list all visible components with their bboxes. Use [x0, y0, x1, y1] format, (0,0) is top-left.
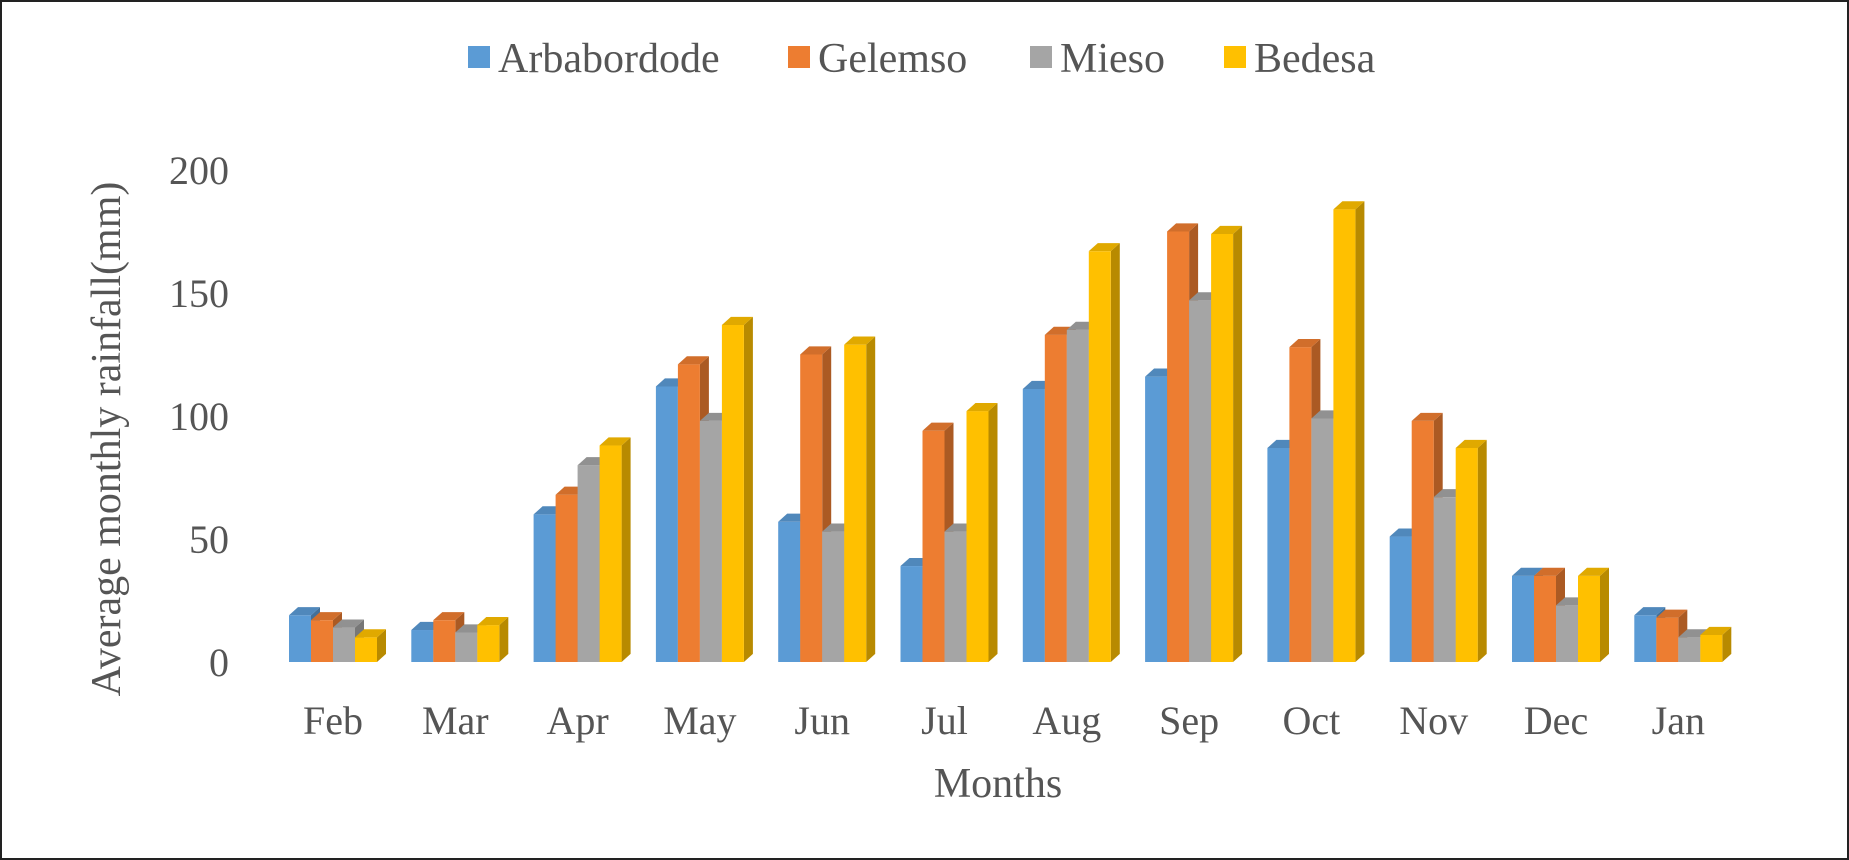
y-axis-title: Average monthly rainfall(mm) [84, 182, 130, 697]
legend-swatch [468, 46, 490, 68]
x-tick-label-dec: Dec [1524, 698, 1588, 743]
x-axis-title: Months [934, 761, 1062, 807]
x-tick-label-nov: Nov [1399, 698, 1468, 743]
legend-swatch [1224, 46, 1246, 68]
legend-label: Gelemso [818, 36, 967, 82]
legend-label: Mieso [1060, 36, 1165, 82]
bar-gelemso-jan [1656, 609, 1688, 662]
bar-bedesa-nov [1455, 439, 1487, 662]
x-tick-label-mar: Mar [422, 698, 489, 743]
x-tick-label-apr: Apr [546, 698, 608, 743]
legend-label: Arbabordode [498, 36, 720, 82]
bar-group-jun [778, 336, 876, 662]
legend-swatch [1030, 46, 1052, 68]
x-tick-label-jul: Jul [921, 698, 968, 743]
bar-bedesa-feb [355, 629, 386, 662]
y-tick-label: 150 [169, 271, 229, 316]
x-tick-label-may: May [663, 698, 736, 743]
legend-swatch [788, 46, 810, 68]
bar-group-aug [1022, 243, 1120, 662]
legend-item-gelemso: Gelemso [788, 36, 967, 82]
bar-bedesa-may [721, 316, 753, 662]
legend: Arbabordode Gelemso Mieso Bedesa [468, 36, 1376, 82]
legend-item-arbabordode: Arbabordode [468, 36, 720, 82]
bar-bedesa-jun [844, 336, 876, 662]
bar-group-dec [1512, 567, 1609, 662]
legend-label: Bedesa [1254, 36, 1376, 82]
x-tick-label-aug: Aug [1032, 698, 1101, 743]
bar-bedesa-oct [1333, 201, 1365, 663]
x-tick-label-sep: Sep [1159, 698, 1219, 743]
bar-group-oct [1267, 201, 1365, 663]
bar-group-jul [900, 402, 998, 662]
bar-bedesa-apr [599, 437, 631, 662]
bars [289, 201, 1732, 663]
bar-group-nov [1389, 412, 1487, 662]
x-axis: Feb Mar Apr May Jun Jul Aug Sep Oct Nov Dec Jan [303, 698, 1705, 743]
bar-bedesa-aug [1088, 243, 1120, 662]
legend-item-mieso: Mieso [1030, 36, 1165, 82]
x-tick-label-feb: Feb [303, 698, 363, 743]
bar-group-may [655, 316, 753, 662]
bar-group-feb [289, 607, 386, 662]
y-tick-label: 50 [189, 517, 229, 562]
bar-group-jan [1634, 607, 1732, 662]
y-tick-label: 100 [169, 394, 229, 439]
bar-bedesa-dec [1578, 567, 1609, 662]
bar-bedesa-sep [1211, 225, 1243, 663]
y-tick-label: 0 [209, 640, 229, 685]
bar-bedesa-mar [477, 617, 509, 662]
y-tick-label: 200 [169, 148, 229, 193]
x-tick-label-jun: Jun [794, 698, 850, 743]
bar-group-apr [533, 437, 631, 662]
bar-bedesa-jan [1700, 626, 1732, 662]
x-tick-label-oct: Oct [1283, 698, 1341, 743]
bar-group-sep [1145, 223, 1243, 663]
y-axis: 0 50 100 150 200 [169, 148, 229, 685]
legend-item-bedesa: Bedesa [1224, 36, 1376, 82]
bar-group-mar [411, 612, 509, 662]
x-tick-label-jan: Jan [1652, 698, 1705, 743]
bar-bedesa-jul [966, 402, 998, 662]
